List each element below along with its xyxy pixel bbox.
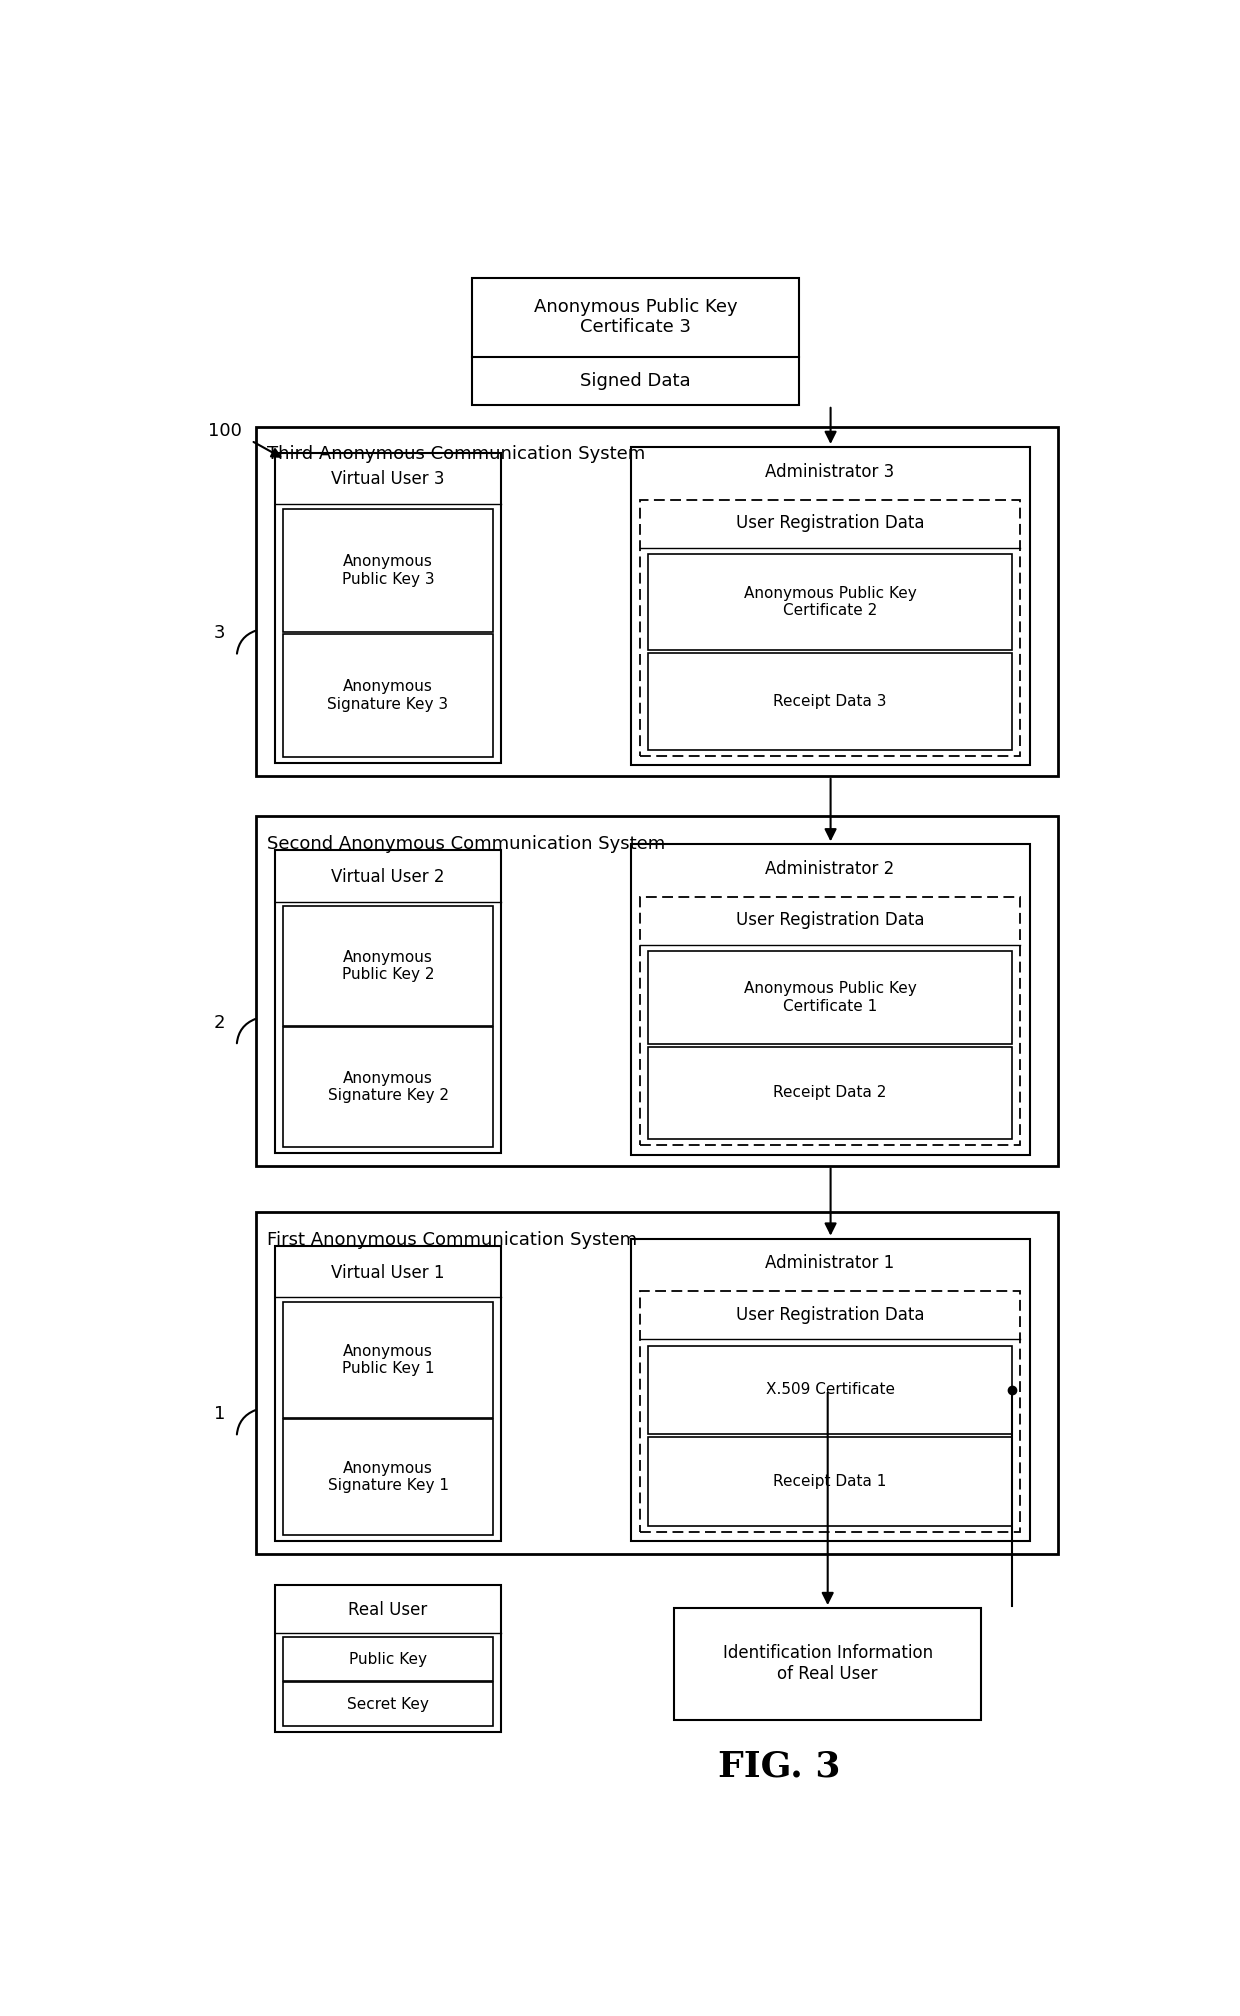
Bar xyxy=(283,1302,494,1417)
Text: Anonymous Public Key
Certificate 2: Anonymous Public Key Certificate 2 xyxy=(744,587,916,619)
Bar xyxy=(283,1683,494,1726)
Text: 3: 3 xyxy=(213,625,226,643)
Bar xyxy=(640,500,1019,756)
Bar xyxy=(275,1246,501,1540)
Text: Public Key: Public Key xyxy=(348,1651,427,1667)
Bar xyxy=(675,1609,982,1720)
Bar xyxy=(275,851,501,1153)
Text: Anonymous
Signature Key 1: Anonymous Signature Key 1 xyxy=(327,1462,449,1494)
Text: Identification Information
of Real User: Identification Information of Real User xyxy=(723,1645,932,1683)
Text: Administrator 2: Administrator 2 xyxy=(765,861,895,879)
Text: Signed Data: Signed Data xyxy=(580,371,691,389)
Bar xyxy=(275,454,501,764)
Text: User Registration Data: User Registration Data xyxy=(735,911,924,929)
Bar xyxy=(631,845,1029,1155)
Text: Third Anonymous Communication System: Third Anonymous Communication System xyxy=(268,446,646,464)
Text: Anonymous
Public Key 2: Anonymous Public Key 2 xyxy=(342,950,434,982)
Bar xyxy=(472,278,799,405)
Text: First Anonymous Communication System: First Anonymous Communication System xyxy=(268,1230,637,1248)
Bar xyxy=(649,1046,1012,1139)
Bar xyxy=(275,1585,501,1732)
Text: Anonymous
Public Key 3: Anonymous Public Key 3 xyxy=(342,554,434,587)
Text: 100: 100 xyxy=(208,421,242,439)
Text: Secret Key: Secret Key xyxy=(347,1697,429,1712)
Text: Virtual User 1: Virtual User 1 xyxy=(331,1264,445,1282)
Text: Second Anonymous Communication System: Second Anonymous Communication System xyxy=(268,835,666,853)
Text: Anonymous
Public Key 1: Anonymous Public Key 1 xyxy=(342,1345,434,1377)
Text: Receipt Data 2: Receipt Data 2 xyxy=(774,1085,887,1101)
Bar xyxy=(255,427,1058,776)
Text: Receipt Data 1: Receipt Data 1 xyxy=(774,1474,887,1490)
Text: FIG. 3: FIG. 3 xyxy=(718,1750,841,1784)
Bar xyxy=(255,816,1058,1165)
Bar xyxy=(255,1212,1058,1554)
Bar xyxy=(649,1345,1012,1433)
Bar xyxy=(283,508,494,633)
Text: Anonymous
Signature Key 2: Anonymous Signature Key 2 xyxy=(327,1070,449,1103)
Text: Virtual User 3: Virtual User 3 xyxy=(331,470,445,488)
Bar xyxy=(649,952,1012,1044)
Bar xyxy=(649,1437,1012,1526)
Text: Real User: Real User xyxy=(348,1601,428,1619)
Bar xyxy=(640,897,1019,1145)
Bar xyxy=(283,1028,494,1147)
Bar xyxy=(640,1292,1019,1532)
Text: Virtual User 2: Virtual User 2 xyxy=(331,867,445,885)
Text: Anonymous Public Key
Certificate 1: Anonymous Public Key Certificate 1 xyxy=(744,982,916,1014)
Bar xyxy=(631,448,1029,764)
Bar xyxy=(283,907,494,1026)
Text: Administrator 3: Administrator 3 xyxy=(765,462,895,480)
Text: 2: 2 xyxy=(213,1014,226,1032)
Bar xyxy=(283,1637,494,1681)
Bar xyxy=(283,1419,494,1534)
Text: X.509 Certificate: X.509 Certificate xyxy=(765,1383,894,1397)
Text: Administrator 1: Administrator 1 xyxy=(765,1254,895,1272)
Bar xyxy=(649,653,1012,750)
Bar xyxy=(631,1238,1029,1540)
Text: User Registration Data: User Registration Data xyxy=(735,514,924,532)
Text: 1: 1 xyxy=(213,1405,226,1423)
Text: Anonymous
Signature Key 3: Anonymous Signature Key 3 xyxy=(327,679,449,712)
Bar xyxy=(283,633,494,758)
Text: User Registration Data: User Registration Data xyxy=(735,1306,924,1325)
Text: Anonymous Public Key
Certificate 3: Anonymous Public Key Certificate 3 xyxy=(533,298,738,337)
Bar xyxy=(649,554,1012,651)
Text: Receipt Data 3: Receipt Data 3 xyxy=(774,694,887,710)
